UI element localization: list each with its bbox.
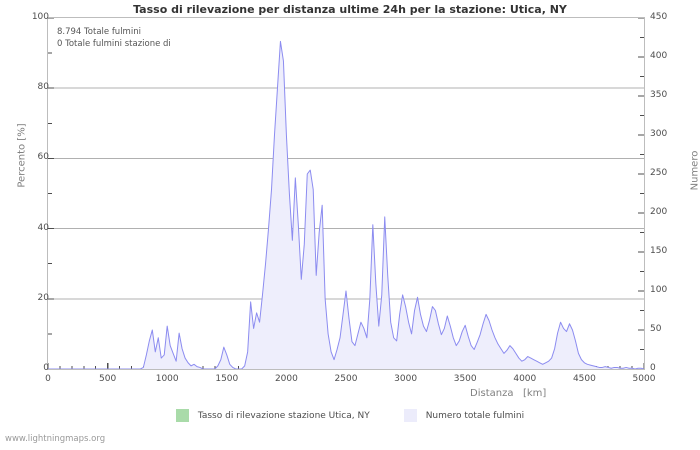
annotation-block: 8.794 Totale fulmini 0 Totale fulmini st…	[57, 27, 171, 50]
x-axis-tick-2500: 2500	[334, 374, 358, 384]
y-axis-left-tick-60: 60	[37, 152, 49, 163]
annotation-total-strokes: 8.794 Totale fulmini	[57, 27, 141, 37]
x-axis-tick-1000: 1000	[155, 374, 179, 384]
x-axis-tick-3000: 3000	[394, 374, 418, 384]
y-axis-left-tick-80: 80	[37, 82, 49, 93]
y-axis-left-title: Percento [%]	[16, 123, 28, 188]
y-axis-right-tick-300: 300	[650, 129, 668, 139]
x-axis-tick-1500: 1500	[215, 374, 239, 384]
x-axis-tick-3500: 3500	[453, 374, 477, 384]
x-axis-tick-2000: 2000	[274, 374, 298, 384]
chart-legend: Tasso di rilevazione stazione Utica, NY …	[0, 409, 700, 422]
footer-url: www.lightningmaps.org	[5, 434, 106, 444]
x-axis-tick-4000: 4000	[513, 374, 537, 384]
y-axis-right-tick-150: 150	[650, 246, 668, 256]
y-axis-right-tick-200: 200	[650, 207, 668, 217]
legend-label-detection-rate: Tasso di rilevazione stazione Utica, NY	[197, 410, 370, 421]
legend-item-total-count[interactable]: Numero totale fulmini	[403, 409, 525, 422]
y-axis-right-tick-400: 400	[650, 51, 668, 61]
y-axis-left-tick-0: 0	[43, 363, 49, 373]
y-axis-right-tick-50: 50	[650, 324, 662, 334]
legend-swatch-detection-rate	[175, 409, 189, 422]
x-axis-tick-4500: 4500	[572, 374, 596, 384]
legend-item-detection-rate[interactable]: Tasso di rilevazione stazione Utica, NY	[175, 409, 370, 422]
y-axis-right-tick-350: 350	[650, 90, 668, 100]
plot-area	[47, 17, 645, 370]
plot-svg	[48, 18, 644, 369]
x-axis-title: Distanza [km]	[470, 388, 547, 399]
y-axis-left-tick-40: 40	[37, 222, 49, 233]
y-axis-left-tick-20: 20	[37, 292, 49, 303]
y-axis-right-tick-100: 100	[650, 285, 668, 295]
y-axis-right-tick-250: 250	[650, 168, 668, 178]
legend-swatch-total-count	[403, 409, 417, 422]
y-axis-right-tick-0: 0	[650, 363, 656, 373]
y-axis-right-title: Numero	[689, 150, 700, 191]
y-axis-right-tick-450: 450	[650, 12, 668, 22]
y-axis-left-tick-100: 100	[31, 12, 49, 22]
page-title: Tasso di rilevazione per distanza ultime…	[133, 3, 567, 16]
legend-label-total-count: Numero totale fulmini	[425, 410, 525, 421]
x-axis-tick-5000: 5000	[632, 374, 656, 384]
x-axis-tick-500: 500	[99, 374, 117, 384]
annotation-station-strokes: 0 Totale fulmini stazione di	[57, 38, 171, 49]
x-axis-tick-0: 0	[45, 374, 51, 384]
